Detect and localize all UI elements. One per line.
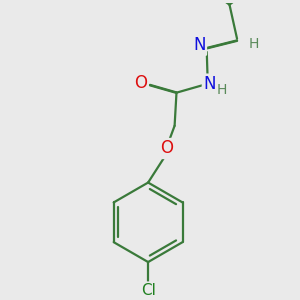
Text: N: N (203, 75, 216, 93)
Text: O: O (160, 140, 173, 158)
Text: Cl: Cl (141, 283, 155, 298)
Text: H: H (249, 38, 259, 51)
Text: N: N (193, 36, 206, 54)
Text: O: O (134, 74, 147, 92)
Text: H: H (217, 83, 227, 97)
